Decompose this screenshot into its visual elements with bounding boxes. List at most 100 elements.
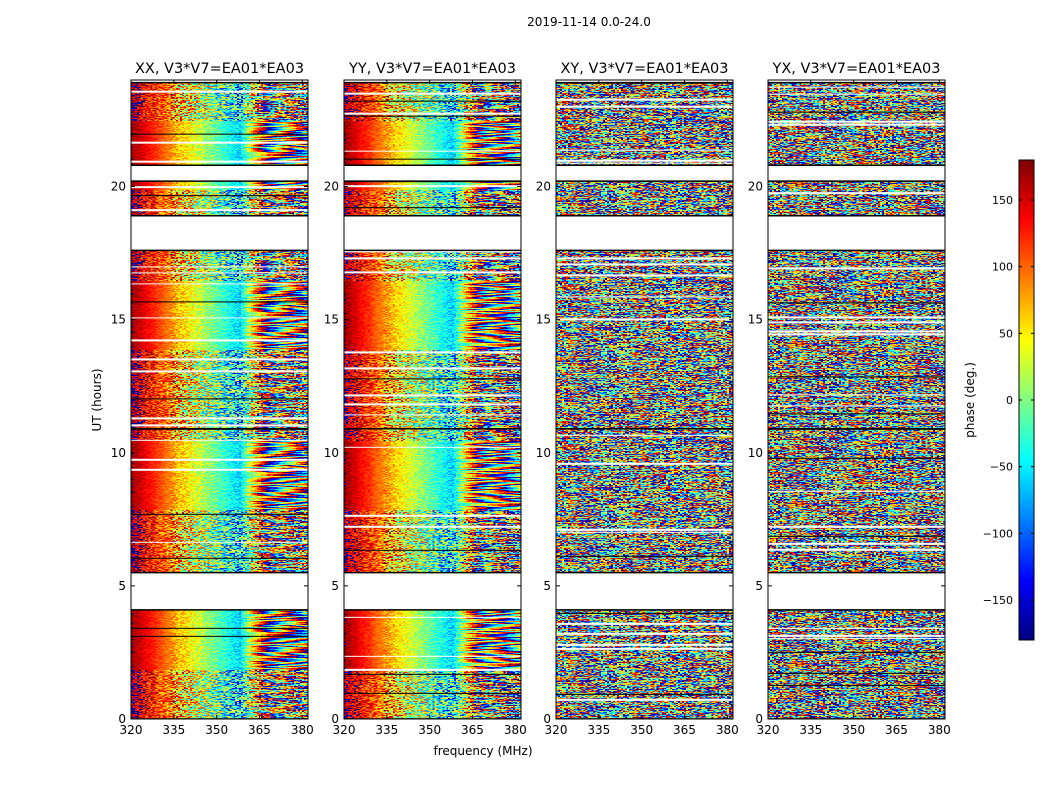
y-tick-label: 0 (755, 712, 763, 726)
panel-title: XX, V3*V7=EA01*EA03 (135, 61, 304, 77)
flag-row (131, 370, 308, 373)
panel-frame (343, 79, 522, 720)
flag-row (131, 283, 308, 285)
flag-row (768, 267, 945, 270)
y-tick-label: 5 (755, 579, 763, 593)
flag-row (344, 271, 521, 274)
data-block (768, 181, 945, 216)
flag-row (344, 394, 521, 397)
panel-title: YX, V3*V7=EA01*EA03 (771, 61, 940, 77)
flag-row (131, 317, 308, 319)
flag-row (556, 632, 733, 635)
flag-row (768, 123, 945, 126)
flag-row (768, 525, 945, 528)
flag-row (556, 296, 733, 298)
flag-row (344, 673, 521, 675)
panel-1: YY, V3*V7=EA01*EA03 320 335 350 365 380 0 5 10 15… (324, 61, 527, 737)
colorbar-tick-label: 0 (1006, 394, 1013, 407)
flag-row (131, 513, 308, 515)
flag-row (131, 90, 308, 93)
data-block (344, 82, 521, 166)
flag-row (768, 672, 945, 674)
flag-row (344, 367, 521, 370)
y-tick-label: 10 (536, 446, 551, 460)
data-block (344, 250, 521, 429)
flag-row (768, 490, 945, 492)
flag-row (556, 263, 733, 266)
x-tick-label: 365 (461, 723, 484, 737)
y-tick-label: 15 (536, 313, 551, 327)
flag-row (344, 616, 521, 618)
flag-row (344, 514, 521, 517)
flag-row (556, 698, 733, 701)
flag-row (556, 149, 733, 151)
flag-row (768, 330, 945, 333)
flag-row (344, 150, 521, 152)
data-block (768, 428, 945, 573)
x-tick-label: 350 (205, 723, 228, 737)
figure-suptitle: 2019-11-14 0.0-24.0 (527, 15, 651, 29)
colorbar-tick-label: 100 (992, 261, 1013, 274)
flag-row (344, 414, 521, 416)
y-tick-label: 15 (111, 313, 126, 327)
flag-row (556, 693, 733, 695)
data-block (556, 428, 733, 573)
colorbar: 150 100 50 0 −50 −100 −150 (983, 159, 1035, 641)
flag-row (768, 684, 945, 686)
flag-row (344, 655, 521, 657)
data-block (768, 609, 945, 719)
flag-row (556, 98, 733, 101)
flag-row (344, 115, 521, 117)
flag-row (768, 86, 945, 88)
flag-row (768, 111, 945, 113)
flag-row (556, 162, 733, 164)
flag-row (131, 439, 308, 441)
x-tick-label: 335 (587, 723, 610, 737)
data-block (344, 609, 521, 719)
flag-row (131, 266, 308, 268)
panel-frame (130, 79, 309, 720)
heatmap-body (344, 81, 521, 719)
flag-row (556, 555, 733, 557)
heatmap-body (556, 81, 733, 719)
flag-row (344, 549, 521, 551)
colorbar-tick-label: −150 (983, 594, 1013, 607)
flag-row (131, 424, 308, 427)
flag-row (344, 668, 521, 671)
flag-row (344, 692, 521, 694)
flag-row (556, 434, 733, 436)
x-tick-label: 365 (248, 723, 271, 737)
flag-row (768, 535, 945, 537)
flag-row (556, 318, 733, 321)
data-block (131, 428, 308, 573)
panel-frame (555, 79, 734, 720)
flag-row (131, 557, 308, 559)
flag-row (131, 458, 308, 461)
flag-row (344, 250, 521, 253)
flag-row (344, 100, 521, 102)
x-tick-label: 380 (716, 723, 739, 737)
y-tick-label: 10 (324, 446, 339, 460)
panels: XX, V3*V7=EA01*EA03 320 335 350 365 380 0 5 10 15… (111, 61, 951, 737)
flag-row (344, 92, 521, 95)
flag-row (768, 634, 945, 637)
data-block (344, 428, 521, 573)
flag-row (768, 627, 945, 629)
y-axis-label: UT (hours) (90, 368, 104, 431)
data-block (131, 82, 308, 166)
flag-row (344, 351, 521, 354)
y-tick-label: 0 (118, 712, 126, 726)
y-tick-label: 0 (543, 712, 551, 726)
flag-row (768, 321, 945, 324)
flag-row (344, 185, 521, 188)
colorbar-tick-label: −100 (983, 527, 1013, 540)
flag-row (344, 403, 521, 406)
y-tick-label: 20 (324, 180, 339, 194)
panel-3: YX, V3*V7=EA01*EA03 320 335 350 365 380 0 5 10 15… (748, 61, 951, 737)
flag-row (556, 647, 733, 650)
heatmap-body (768, 81, 945, 719)
flag-row (131, 398, 308, 400)
flag-row (131, 635, 308, 637)
